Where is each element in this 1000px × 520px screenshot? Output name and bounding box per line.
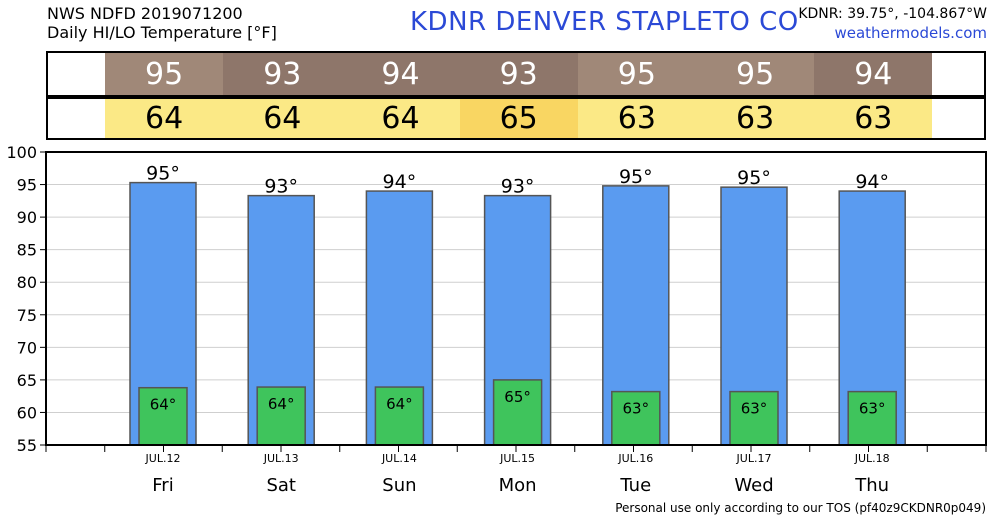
tos-footer: Personal use only according to our TOS (…	[615, 501, 986, 515]
low-temp-label: 63°	[741, 400, 768, 418]
station-coords: KDNR: 39.75°, -104.867°W	[798, 6, 987, 22]
day-label: Sun	[382, 475, 416, 496]
date-label: JUL.14	[381, 452, 417, 465]
y-tick-label: 60	[17, 403, 37, 422]
high-temp-label: 95°	[737, 167, 771, 189]
day-label: Mon	[499, 475, 537, 496]
high-temp-label: 94°	[855, 171, 889, 193]
high-temp-strip: 95 93 94 93 95 95 94	[46, 51, 986, 97]
low-temp-label: 63°	[623, 400, 650, 418]
high-temp-cell: 95	[577, 53, 696, 95]
day-label: Sat	[266, 475, 296, 496]
date-label: JUL.18	[854, 452, 890, 465]
low-temp-cell: 64	[105, 99, 224, 138]
y-tick-label: 70	[17, 338, 37, 357]
high-temp-cell: 95	[105, 53, 224, 95]
y-tick-label: 85	[17, 241, 37, 260]
y-tick-label: 55	[17, 436, 37, 455]
day-label: Fri	[152, 475, 173, 496]
high-temp-cell: 94	[814, 53, 933, 95]
product-label: Daily HI/LO Temperature [°F]	[47, 23, 277, 42]
low-temp-label: 64°	[150, 396, 177, 414]
low-temp-cell: 63	[696, 99, 815, 138]
high-temp-label: 94°	[383, 171, 417, 193]
high-temp-cell: 95	[696, 53, 815, 95]
low-temp-bar	[847, 390, 897, 446]
high-temp-label: 95°	[619, 166, 653, 188]
station-title: KDNR DENVER STAPLETO CO	[410, 7, 799, 37]
day-label: Thu	[854, 475, 889, 496]
low-temp-bar	[729, 390, 779, 446]
low-temp-bar	[256, 386, 306, 446]
y-tick-label: 95	[17, 176, 37, 195]
low-temp-label: 63°	[859, 400, 886, 418]
y-tick-label: 100	[6, 143, 37, 162]
low-temp-bar	[611, 390, 661, 446]
high-temp-label: 95°	[146, 163, 180, 185]
date-label: JUL.17	[736, 452, 772, 465]
site-link[interactable]: weathermodels.com	[834, 24, 987, 42]
low-temp-strip: 64 64 64 65 63 63 63	[46, 97, 986, 140]
day-label: Wed	[734, 475, 773, 496]
low-temp-bar	[138, 386, 188, 446]
low-temp-cell: 63	[577, 99, 696, 138]
low-temp-label: 65°	[504, 388, 531, 406]
low-temp-cell: 65	[459, 99, 578, 138]
y-tick-label: 90	[17, 208, 37, 227]
low-temp-cell: 64	[223, 99, 342, 138]
date-label: JUL.13	[263, 452, 299, 465]
high-temp-cell: 93	[223, 53, 342, 95]
y-tick-label: 80	[17, 273, 37, 292]
high-temp-label: 93°	[264, 176, 298, 198]
high-temp-cell: 93	[459, 53, 578, 95]
header-info: NWS NDFD 2019071200 Daily HI/LO Temperat…	[47, 4, 277, 42]
high-temp-label: 93°	[501, 176, 535, 198]
high-temp-cell: 94	[341, 53, 460, 95]
y-tick-label: 65	[17, 371, 37, 390]
day-label: Tue	[619, 475, 651, 496]
model-run-label: NWS NDFD 2019071200	[47, 4, 243, 23]
date-label: JUL.15	[499, 452, 535, 465]
low-temp-bar	[374, 386, 425, 446]
header-right: KDNR: 39.75°, -104.867°W weathermodels.c…	[798, 5, 987, 43]
low-temp-cell: 63	[814, 99, 933, 138]
date-label: JUL.12	[145, 452, 181, 465]
low-temp-label: 64°	[386, 395, 413, 413]
low-temp-label: 64°	[268, 395, 295, 413]
y-tick-label: 75	[17, 306, 37, 325]
date-label: JUL.16	[617, 452, 653, 465]
low-temp-cell: 64	[341, 99, 460, 138]
